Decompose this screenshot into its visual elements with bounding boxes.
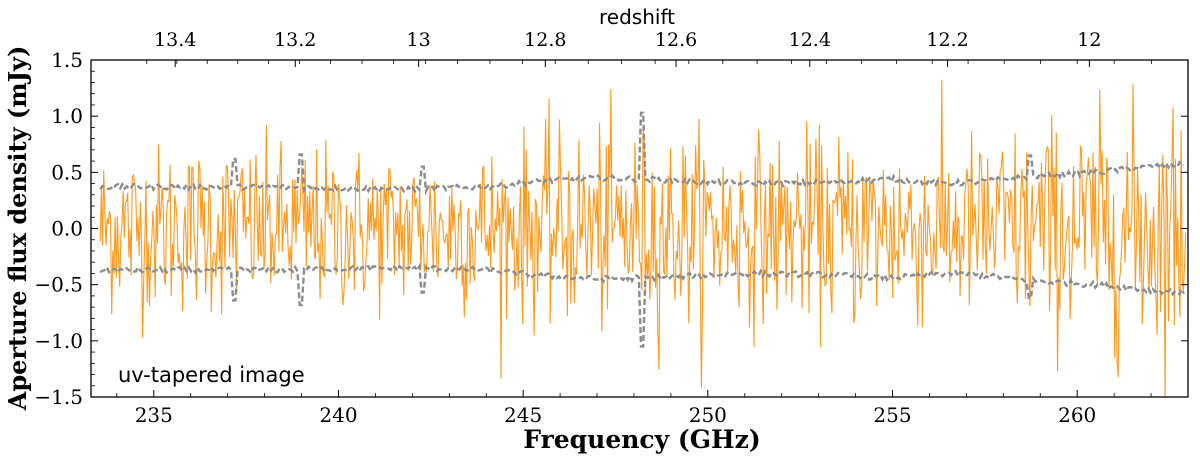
top-tick-label: 12.8 <box>524 29 566 51</box>
ticks: 235 240 245 250 255 260 −1.5 −1.0 −0.5 0.0 0.5 1.0 1… <box>34 29 1189 427</box>
y-tick-label: 0.0 <box>51 217 83 241</box>
plot-area <box>99 79 1187 397</box>
top-tick-label: 13 <box>407 29 431 51</box>
plot-series <box>99 79 1187 397</box>
series-noise-upper <box>99 111 1185 196</box>
axes-frame <box>90 59 1189 398</box>
x-tick-label: 235 <box>135 403 173 427</box>
top-axis-label: redshift <box>599 5 675 29</box>
top-tick-label: 13.2 <box>274 29 316 51</box>
annotation-label: uv-tapered image <box>118 363 305 387</box>
top-tick-label: 12.6 <box>655 29 697 51</box>
y-tick-label: 0.5 <box>51 160 83 184</box>
series-noise-lower <box>99 262 1185 348</box>
x-tick-label: 250 <box>689 403 727 427</box>
y-tick-label: 1.5 <box>51 48 83 72</box>
y-tick-label: −1.5 <box>34 385 83 409</box>
x-tick-label: 255 <box>873 403 911 427</box>
top-tick-label: 13.4 <box>154 29 196 51</box>
top-tick-label: 12 <box>1077 29 1101 51</box>
x-tick-label: 245 <box>504 403 542 427</box>
y-tick-label: −1.0 <box>34 329 83 353</box>
plot-border <box>90 59 1189 398</box>
top-tick-label: 12.2 <box>926 29 968 51</box>
y-tick-label: 1.0 <box>51 104 83 128</box>
y-axis-label: Aperture flux density (mJy) <box>3 46 32 412</box>
y-tick-label: −0.5 <box>34 273 83 297</box>
x-tick-label: 260 <box>1058 403 1096 427</box>
top-tick-label: 12.4 <box>789 29 831 51</box>
x-tick-label: 240 <box>319 403 357 427</box>
x-axis-label: Frequency (GHz) <box>523 425 760 454</box>
